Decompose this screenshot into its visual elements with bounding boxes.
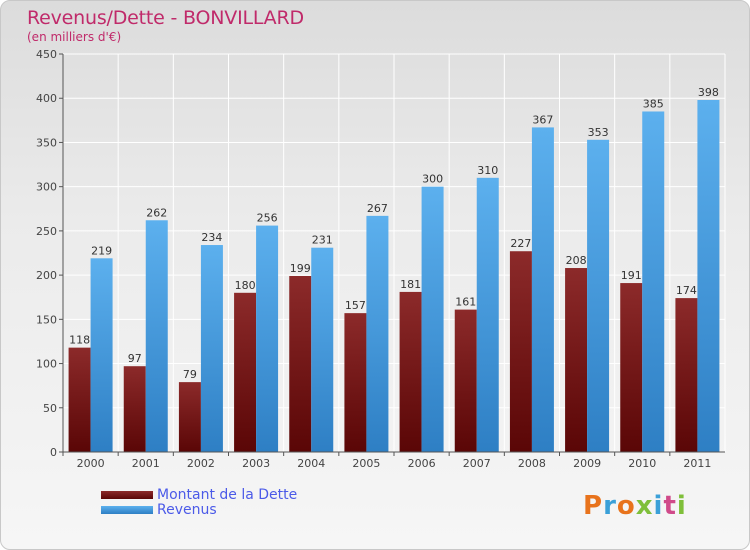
y-tick-label: 400	[36, 92, 57, 105]
bar-debt	[68, 347, 91, 452]
x-tick-label: 2011	[683, 457, 711, 470]
bar-revenue	[421, 186, 444, 452]
chart-title: Revenus/Dette - BONVILLARD	[27, 7, 304, 29]
proxiti-logo: Proxiti	[583, 491, 687, 521]
x-tick-label: 2006	[408, 457, 436, 470]
bar-revenue	[256, 225, 279, 452]
bar-debt	[620, 283, 643, 452]
bar-revenue	[311, 247, 334, 452]
bar-debt	[565, 268, 588, 452]
chart-subtitle: (en milliers d'€)	[27, 30, 122, 44]
data-label-revenue: 234	[201, 231, 222, 244]
bar-debt	[454, 309, 477, 452]
bar-revenue	[642, 111, 665, 452]
bar-debt	[123, 366, 146, 452]
bar-revenue	[145, 220, 168, 452]
logo-letter: r	[603, 491, 617, 521]
data-label-revenue: 256	[257, 212, 278, 225]
data-label-debt: 180	[235, 279, 256, 292]
data-label-revenue: 219	[91, 244, 112, 257]
x-tick-label: 2005	[352, 457, 380, 470]
bar-revenue	[697, 99, 720, 452]
bar-debt	[509, 251, 532, 452]
legend-label-revenus: Revenus	[157, 501, 217, 518]
x-tick-label: 2008	[518, 457, 546, 470]
bar-debt	[234, 292, 257, 452]
x-tick-label: 2003	[242, 457, 270, 470]
y-tick-label: 250	[36, 225, 57, 238]
y-tick-label: 450	[36, 48, 57, 61]
logo-letter: i	[653, 491, 664, 521]
legend-label-dette: Montant de la Dette	[157, 486, 298, 503]
y-tick-label: 200	[36, 269, 57, 282]
data-label-revenue: 398	[698, 86, 719, 99]
logo-letter: t	[663, 491, 677, 521]
data-label-revenue: 231	[312, 234, 333, 247]
data-label-revenue: 267	[367, 202, 388, 215]
data-label-debt: 118	[69, 334, 90, 347]
bar-revenue	[200, 245, 223, 452]
bar-revenue	[531, 127, 554, 453]
logo-letter: x	[635, 491, 654, 521]
data-label-revenue: 353	[588, 126, 609, 139]
data-label-revenue: 310	[477, 164, 498, 177]
x-tick-label: 2007	[463, 457, 491, 470]
x-tick-label: 2009	[573, 457, 601, 470]
y-tick-label: 100	[36, 358, 57, 371]
bar-debt	[675, 298, 698, 452]
data-label-debt: 199	[290, 262, 311, 275]
bar-debt	[289, 275, 312, 452]
y-tick-label: 0	[50, 446, 57, 459]
x-tick-label: 2004	[297, 457, 325, 470]
legend-item-revenus: Revenus	[101, 501, 297, 518]
data-label-debt: 157	[345, 299, 366, 312]
legend: Montant de la Dette Revenus	[101, 486, 298, 518]
y-tick-label: 150	[36, 313, 57, 326]
x-tick-label: 2010	[628, 457, 656, 470]
y-tick-label: 350	[36, 136, 57, 149]
x-tick-label: 2002	[187, 457, 215, 470]
bar-debt	[178, 382, 201, 452]
bar-debt	[399, 291, 422, 452]
logo-letter: P	[583, 491, 604, 521]
data-label-debt: 161	[455, 296, 476, 309]
data-label-debt: 227	[510, 237, 531, 250]
legend-swatch-revenus	[101, 505, 153, 514]
data-label-debt: 208	[566, 254, 587, 267]
data-label-revenue: 385	[643, 97, 664, 110]
x-tick-label: 2001	[132, 457, 160, 470]
bar-revenue	[587, 139, 610, 452]
data-label-debt: 79	[183, 368, 197, 381]
data-label-debt: 191	[621, 269, 642, 282]
bar-revenue	[476, 177, 499, 453]
data-label-debt: 174	[676, 284, 697, 297]
legend-swatch-dette	[101, 490, 153, 499]
data-label-revenue: 262	[146, 206, 167, 219]
x-tick-label: 2000	[77, 457, 105, 470]
data-label-revenue: 367	[532, 113, 553, 126]
y-tick-label: 300	[36, 181, 57, 194]
bar-revenue	[366, 215, 389, 452]
bar-revenue	[90, 258, 113, 452]
data-label-revenue: 300	[422, 173, 443, 186]
logo-letter: i	[676, 491, 687, 521]
data-label-debt: 97	[128, 352, 142, 365]
bar-debt	[344, 313, 367, 452]
y-tick-label: 50	[43, 402, 57, 415]
data-label-debt: 181	[400, 278, 421, 291]
logo-letter: o	[616, 491, 636, 521]
legend-item-dette: Montant de la Dette	[101, 486, 298, 503]
